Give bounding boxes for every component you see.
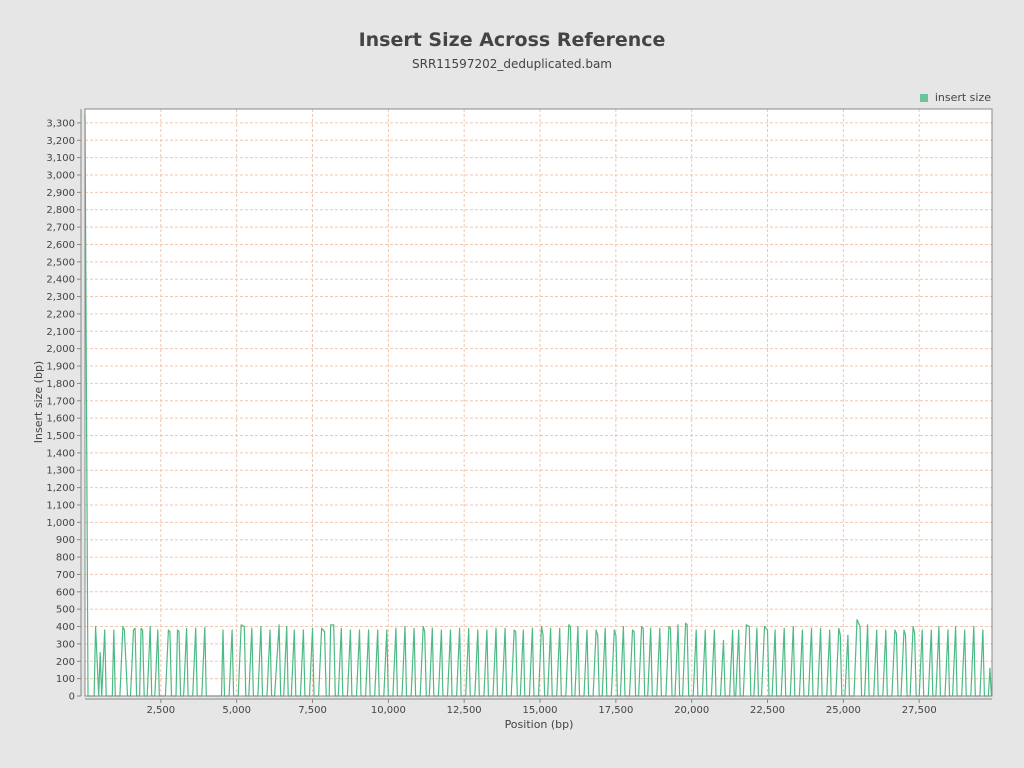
- y-tick-label: 1,300: [46, 466, 75, 477]
- x-tick-label: 27,500: [902, 705, 937, 716]
- y-tick-label: 3,100: [46, 153, 75, 164]
- x-tick-label: 15,000: [523, 705, 558, 716]
- y-tick-label: 2,300: [46, 292, 75, 303]
- y-tick-label: 2,800: [46, 205, 75, 216]
- y-tick-label: 2,000: [46, 344, 75, 355]
- y-tick-label: 1,000: [46, 518, 75, 529]
- x-axis-ticks: 2,500 5,000 7,500 10,000 12,500 15,000 17,500 2…: [147, 699, 937, 716]
- y-tick-label: 500: [56, 605, 75, 616]
- y-tick-label: 600: [56, 587, 75, 598]
- x-axis-title: Position (bp): [505, 718, 574, 731]
- y-axis-ticks: 0 100 200 300 400 500 600 700 800 900 1,000 1,100 1,…: [46, 118, 81, 703]
- y-tick-label: 2,400: [46, 275, 75, 286]
- plot-area: [85, 109, 992, 696]
- y-tick-label: 100: [56, 674, 75, 685]
- y-tick-label: 1,800: [46, 379, 75, 390]
- x-tick-label: 7,500: [298, 705, 327, 716]
- y-tick-label: 1,100: [46, 500, 75, 511]
- x-tick-label: 5,000: [222, 705, 251, 716]
- x-tick-label: 2,500: [147, 705, 176, 716]
- y-tick-label: 1,400: [46, 448, 75, 459]
- x-tick-label: 20,000: [674, 705, 709, 716]
- y-tick-label: 1,200: [46, 483, 75, 494]
- y-tick-label: 2,900: [46, 188, 75, 199]
- legend-label-insert-size: insert size: [934, 91, 991, 104]
- x-tick-label: 22,500: [750, 705, 785, 716]
- grid-lines: [85, 109, 992, 696]
- y-tick-label: 1,900: [46, 362, 75, 373]
- y-tick-label: 1,700: [46, 396, 75, 407]
- y-tick-label: 3,000: [46, 170, 75, 181]
- y-tick-label: 900: [56, 535, 75, 546]
- y-tick-label: 2,100: [46, 327, 75, 338]
- y-tick-label: 700: [56, 570, 75, 581]
- x-tick-label: 17,500: [598, 705, 633, 716]
- y-tick-label: 200: [56, 657, 75, 668]
- x-tick-label: 10,000: [371, 705, 406, 716]
- legend: insert size: [919, 91, 991, 104]
- y-tick-label: 2,500: [46, 257, 75, 268]
- x-tick-label: 25,000: [826, 705, 861, 716]
- y-tick-label: 0: [69, 692, 75, 703]
- y-tick-label: 1,600: [46, 414, 75, 425]
- chart-title: Insert Size Across Reference: [358, 29, 666, 51]
- y-axis-title: Insert size (bp): [32, 361, 45, 443]
- y-tick-label: 3,200: [46, 136, 75, 147]
- y-tick-label: 2,700: [46, 223, 75, 234]
- plot-border: [84, 108, 993, 697]
- y-tick-label: 400: [56, 622, 75, 633]
- y-tick-label: 800: [56, 553, 75, 564]
- y-tick-label: 1,500: [46, 431, 75, 442]
- x-tick-label: 12,500: [447, 705, 482, 716]
- y-tick-label: 300: [56, 639, 75, 650]
- legend-swatch-insert-size: [919, 93, 928, 102]
- chart-subtitle: SRR11597202_deduplicated.bam: [411, 57, 612, 71]
- y-tick-label: 2,600: [46, 240, 75, 251]
- y-tick-label: 3,300: [46, 118, 75, 129]
- y-tick-label: 2,200: [46, 309, 75, 320]
